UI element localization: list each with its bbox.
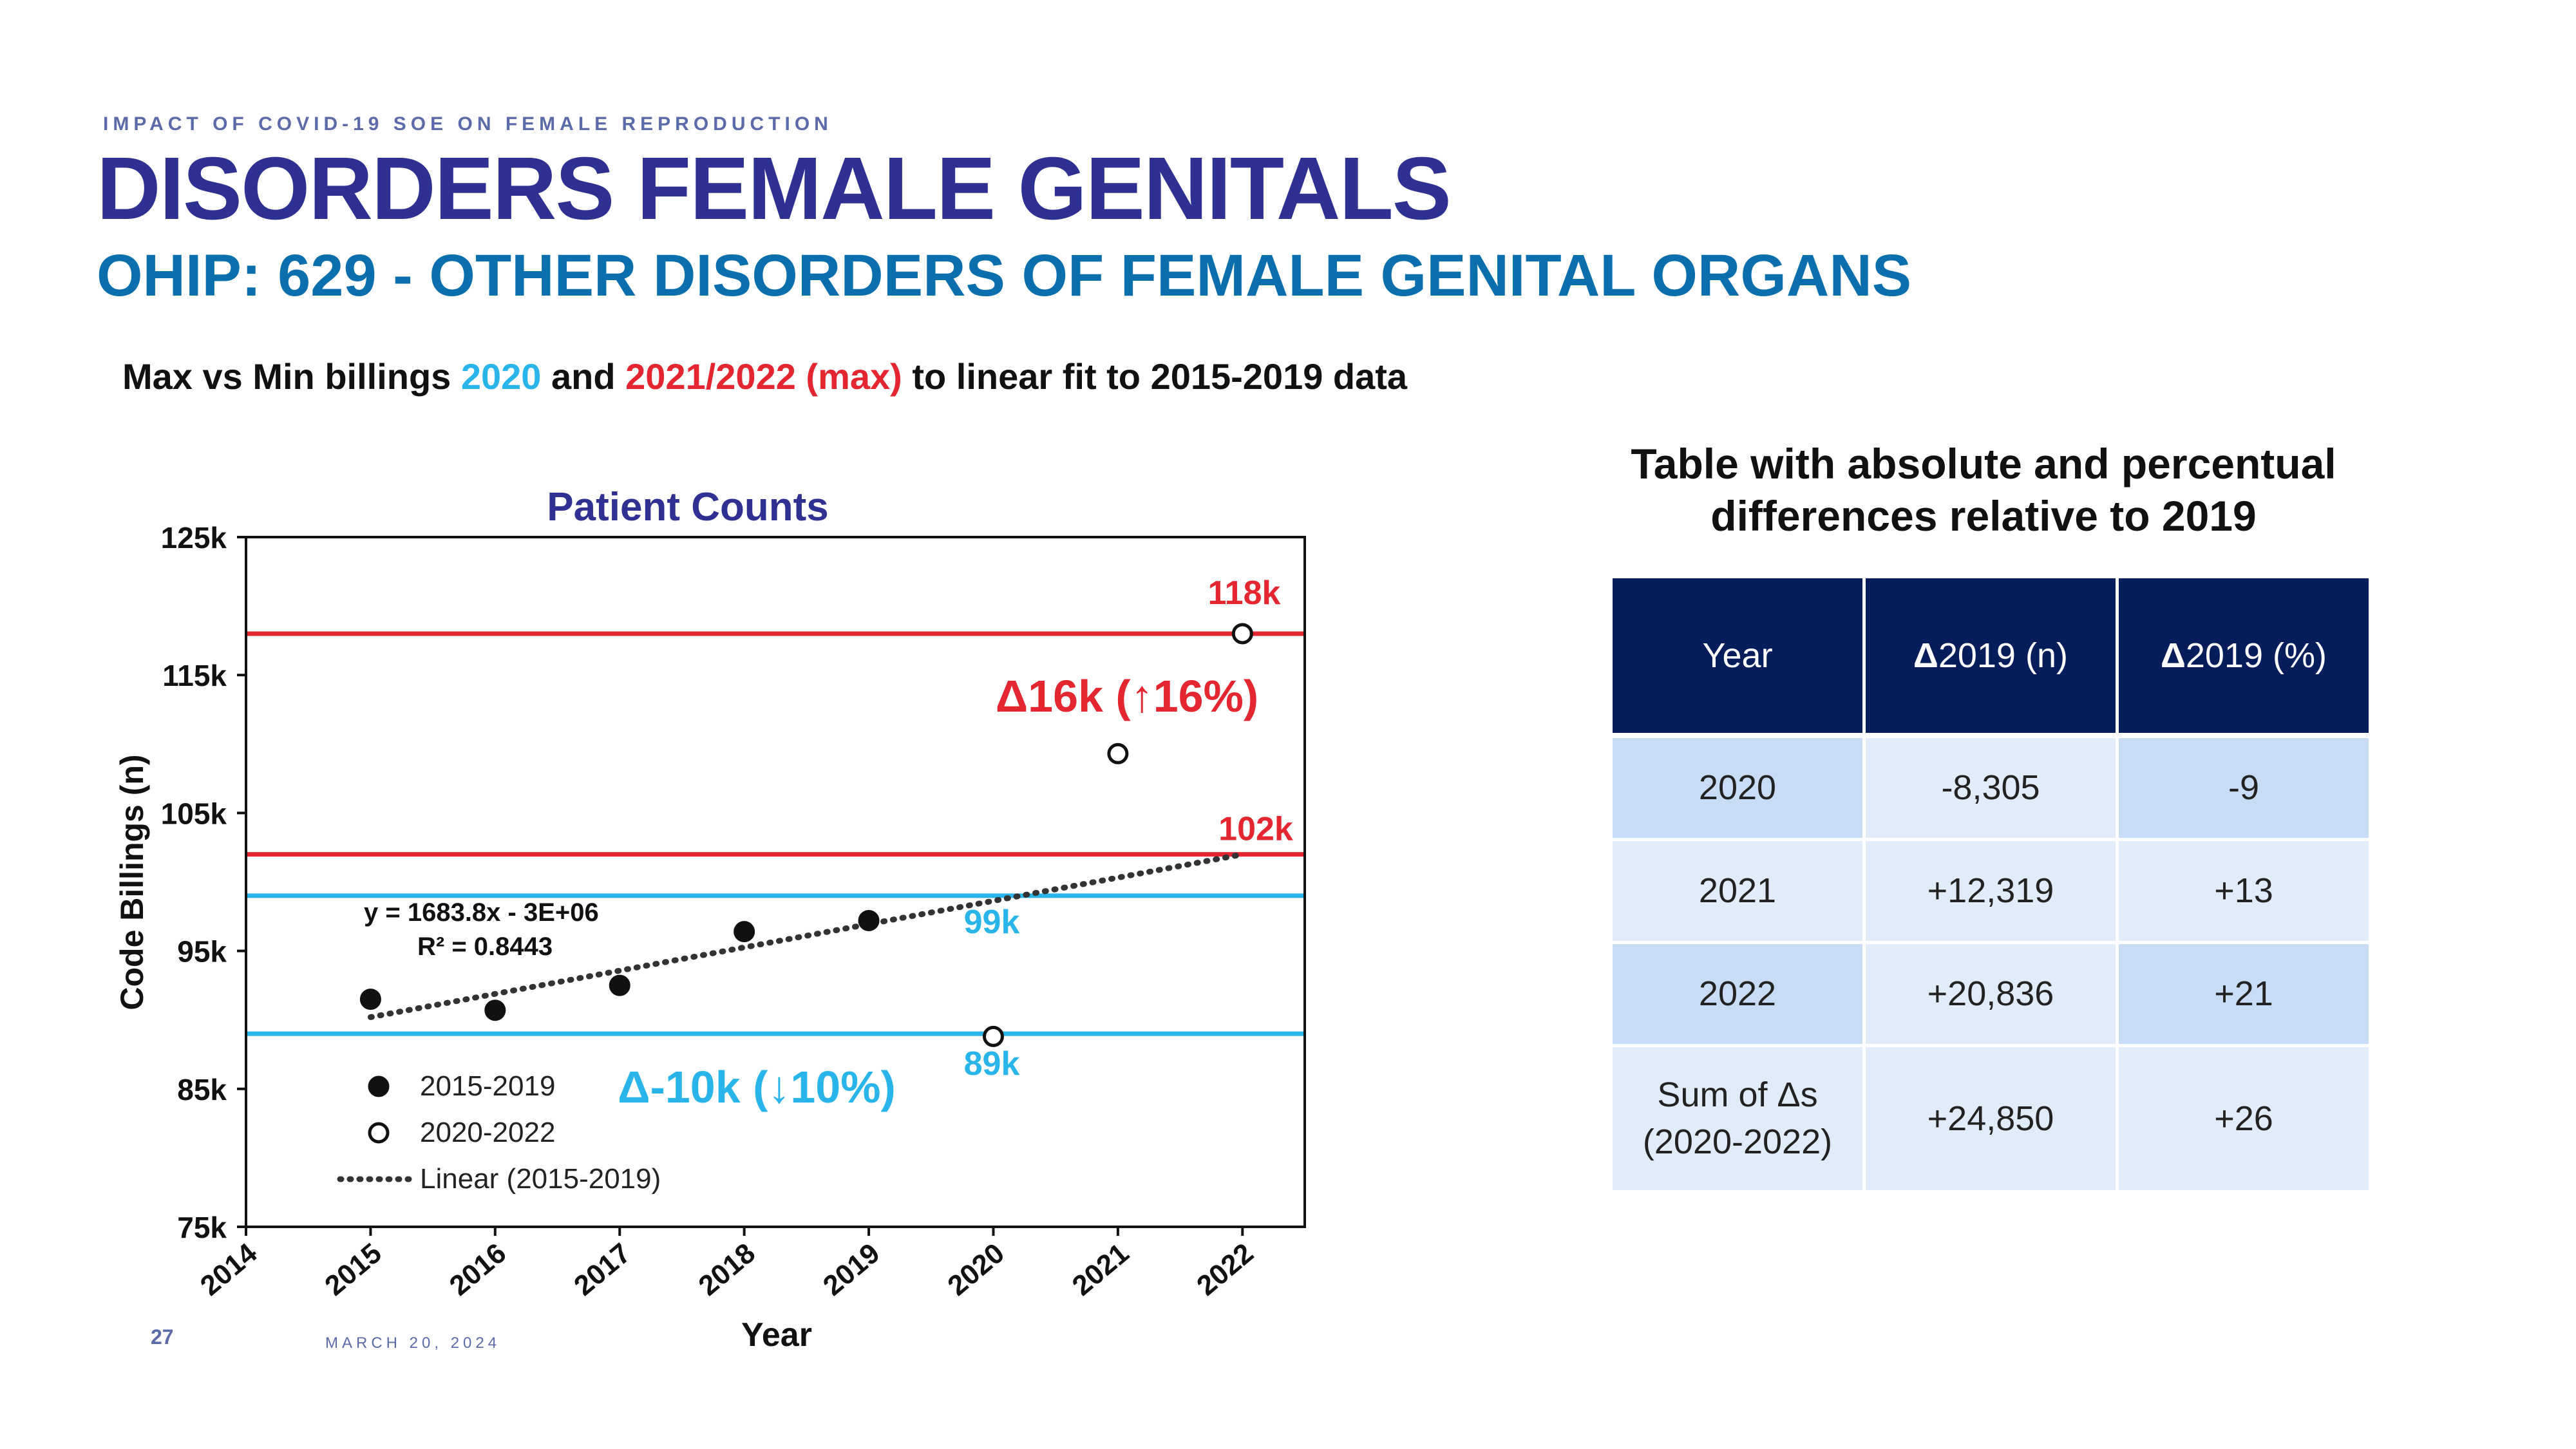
- plot-area-frame: [245, 536, 1306, 1228]
- x-tick-label: 2014: [194, 1237, 263, 1302]
- data-point-2015-2019-2015: [359, 989, 381, 1010]
- y-tick-label: 125k: [161, 521, 227, 554]
- chart-lines-layer: [246, 631, 1305, 1036]
- table-cell: +12,319: [1866, 841, 2116, 941]
- x-tick-label: 2020: [942, 1237, 1010, 1302]
- table-cell: Sum of Δs (2020-2022): [1613, 1047, 1862, 1190]
- x-tick-label: 2019: [817, 1237, 886, 1302]
- reference-label-99k: 99k: [964, 904, 1020, 941]
- y-axis-title: Code Billings (n): [114, 754, 150, 1010]
- delta-symbol: Δ: [2161, 636, 2186, 675]
- caption-year-2020: 2020: [460, 356, 542, 397]
- table-header-cell: Δ 2019 (n): [1866, 578, 2116, 733]
- y-tick-label: 115k: [162, 659, 227, 692]
- slide-title: DISORDERS FEMALE GENITALS: [97, 139, 1452, 238]
- slide-subtitle: OHIP: 629 - OTHER DISORDERS OF FEMALE GE…: [97, 243, 1912, 308]
- y-tick-label: 85k: [177, 1073, 227, 1106]
- delta-annotation-max: Δ16k (↑16%): [996, 671, 1258, 721]
- table-cell: +24,850: [1866, 1047, 2116, 1190]
- x-tick-label: 2021: [1066, 1237, 1135, 1302]
- x-tick-label: 2018: [693, 1237, 761, 1302]
- y-tick-label: 95k: [177, 935, 227, 969]
- table-cell: -9: [2119, 738, 2369, 838]
- legend-label: 2020-2022: [420, 1117, 555, 1148]
- table-cell: -8,305: [1866, 738, 2116, 838]
- x-tick-label: 2016: [444, 1237, 512, 1302]
- header-text: 2019 (%): [2185, 636, 2327, 675]
- data-point-2015-2019-2019: [858, 909, 880, 931]
- legend-label: 2015-2019: [420, 1070, 555, 1102]
- chart-axes-layer: 75k 85k 95k 105k 115k 125k 2014 2015 2016 2017 201…: [114, 521, 1260, 1354]
- x-tick-label: 2015: [319, 1237, 387, 1302]
- reference-label-89k: 89k: [964, 1045, 1020, 1083]
- caption-part-3: to linear fit to 2015-2019 data: [902, 356, 1408, 397]
- x-tick-label: 2022: [1191, 1237, 1259, 1302]
- delta-annotation-min: Δ-10k (↓10%): [618, 1062, 896, 1112]
- table-cell: +26: [2119, 1047, 2369, 1190]
- reference-label-102k: 102k: [1218, 811, 1293, 848]
- table-cell: 2021: [1613, 841, 1862, 941]
- page-number: 27: [151, 1325, 174, 1349]
- chart-container: Patient Counts 118k 102k 99k 89k y = 1683.8x…: [0, 0, 1340, 1388]
- data-point-2020-2022-2021: [1107, 743, 1129, 764]
- chart-caption: Max vs Min billings 2020 and 2021/2022 (…: [122, 355, 1407, 397]
- caption-part-2: and: [541, 356, 626, 397]
- slide-kicker: IMPACT OF COVID-19 SOE ON FEMALE REPRODU…: [103, 113, 833, 135]
- data-point-2015-2019-2018: [734, 921, 755, 943]
- chart-marks-layer: 118k 102k 99k 89k y = 1683.8x - 3E+06 R² = 0.…: [359, 574, 1293, 1112]
- data-point-2020-2022-2022: [1231, 623, 1253, 645]
- x-tick-label: 2017: [568, 1237, 636, 1302]
- reference-label-118k: 118k: [1208, 574, 1281, 612]
- chart-title: Patient Counts: [547, 485, 828, 529]
- table-cell: +21: [2119, 944, 2369, 1044]
- delta-symbol: Δ: [1913, 636, 1938, 675]
- patient-counts-chart: Patient Counts 118k 102k 99k 89k y = 1683.8x…: [114, 485, 1306, 1354]
- trendline: [367, 851, 1245, 1020]
- trendline-r2: R² = 0.8443: [417, 933, 553, 961]
- table-cell: +13: [2119, 841, 2369, 941]
- legend-label: Linear (2015-2019): [420, 1163, 661, 1195]
- y-tick-label: 75k: [177, 1211, 227, 1244]
- footer-date: MARCH 20, 2024: [325, 1334, 501, 1352]
- table-title: Table with absolute and percentual diffe…: [1631, 440, 2336, 540]
- caption-part-1: Max vs Min billings: [122, 356, 461, 397]
- data-point-2020-2022-2020: [982, 1025, 1004, 1047]
- y-tick-label: 105k: [161, 797, 227, 830]
- data-point-2015-2019-2017: [609, 974, 630, 996]
- table-cell: 2020: [1613, 738, 1862, 838]
- caption-year-2021-2022: 2021/2022 (max): [625, 356, 902, 397]
- x-axis-title: Year: [741, 1316, 812, 1354]
- chart-legend: 2015-2019 2020-2022 Linear (2015-2019): [337, 1070, 661, 1195]
- legend-marker-filled: [368, 1075, 390, 1097]
- data-point-2015-2019-2016: [484, 999, 506, 1021]
- trendline-equation: y = 1683.8x - 3E+06: [364, 898, 599, 927]
- legend-marker-open: [368, 1122, 390, 1144]
- header-text: 2019 (n): [1938, 636, 2068, 675]
- table-cell: 2022: [1613, 944, 1862, 1044]
- header-text: Year: [1702, 636, 1773, 675]
- table-header-cell: Year: [1613, 578, 1862, 733]
- table-header-cell: Δ 2019 (%): [2119, 578, 2369, 733]
- table-cell: +20,836: [1866, 944, 2116, 1044]
